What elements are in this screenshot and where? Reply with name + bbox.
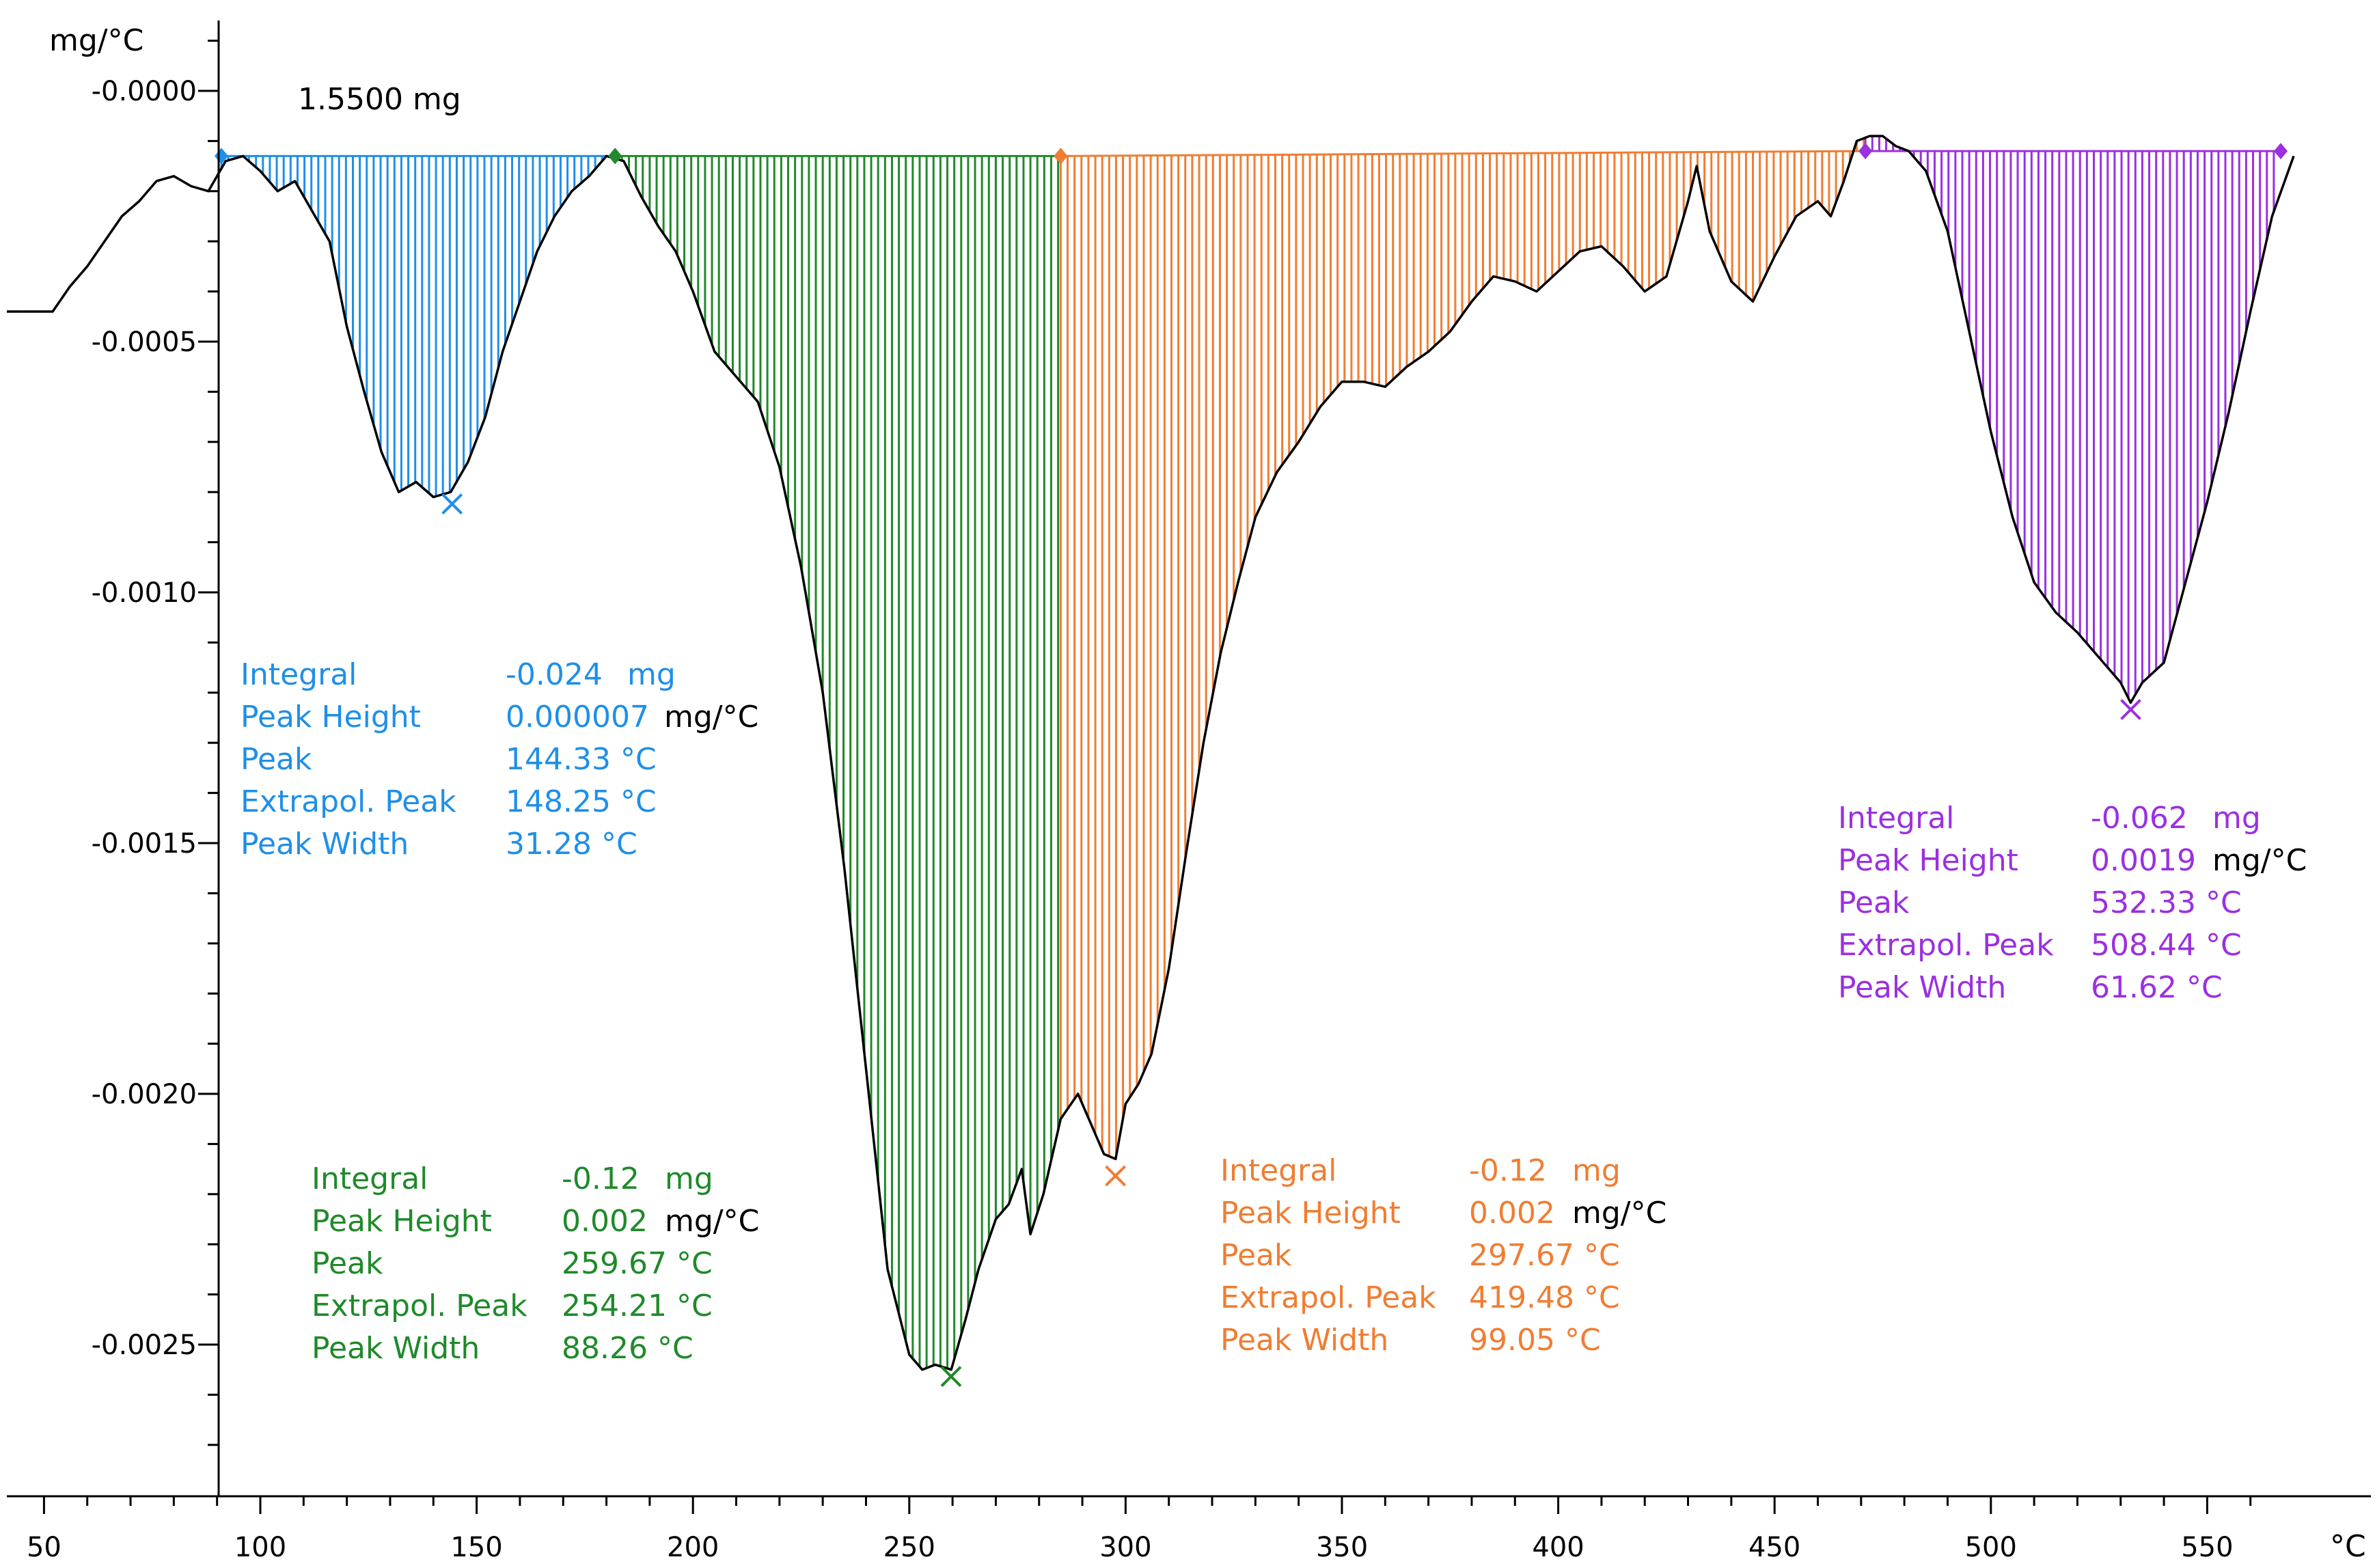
peak-annotation-2: Integral -0.12 mg Peak Height 0.002 mg/°C Peak… xyxy=(312,1161,759,1366)
peak-marker-stroke xyxy=(1105,1165,1127,1187)
integral-label: Integral xyxy=(312,1161,428,1196)
peak-value: 259.67 °C xyxy=(562,1246,713,1281)
x-tick-label: 100 xyxy=(234,1532,286,1563)
peak-height-unit: mg/°C xyxy=(2212,843,2307,878)
peak-annotations: Integral -0.024 mg Peak Height 0.000007 mg/°C… xyxy=(241,657,2307,1366)
y-tick-label: -0.0020 xyxy=(92,1079,197,1110)
integral-value: -0.12 xyxy=(562,1161,640,1196)
peak-height-unit: mg/°C xyxy=(1572,1196,1666,1230)
peak-width-value: 31.28 °C xyxy=(506,827,637,862)
integral-label: Integral xyxy=(241,657,357,692)
peak-width-value: 88.26 °C xyxy=(562,1331,694,1366)
peak-height-label: Peak Height xyxy=(312,1204,492,1239)
peak-height-value: 0.002 xyxy=(562,1204,648,1239)
peak-height-value: 0.002 xyxy=(1469,1196,1555,1230)
integral-label: Integral xyxy=(1220,1153,1336,1188)
dtg-curve-layer xyxy=(7,135,2295,1371)
integral-unit: mg xyxy=(1572,1153,1621,1188)
x-tick-label: 150 xyxy=(450,1532,502,1563)
integral-value: -0.024 xyxy=(506,657,603,692)
x-tick-label: 450 xyxy=(1748,1532,1800,1563)
peak-marker-stroke xyxy=(940,1366,962,1388)
peak-annotation-4: Integral -0.062 mg Peak Height 0.0019 mg/°C Pe… xyxy=(1838,801,2307,1005)
peak-baselines xyxy=(221,150,2281,157)
peak-marker-3 xyxy=(1105,1165,1127,1187)
y-tick-label: -0.0000 xyxy=(92,76,197,107)
baseline-point-marker xyxy=(1054,148,1068,165)
peak-fill-1 xyxy=(220,156,610,497)
y-tick-label: -0.0025 xyxy=(92,1330,197,1361)
peak-height-unit: mg/°C xyxy=(665,1204,759,1239)
y-tick-label: -0.0010 xyxy=(92,577,197,609)
x-tick-label: 300 xyxy=(1099,1532,1151,1563)
dtg-curve xyxy=(22,135,2295,1371)
peak-label: Peak xyxy=(1220,1238,1292,1273)
x-tick-label: 500 xyxy=(1965,1532,2017,1563)
x-tick-label: 350 xyxy=(1316,1532,1368,1563)
peak-area-fills xyxy=(220,136,2275,1368)
peak-width-label: Peak Width xyxy=(1220,1323,1388,1358)
integral-value: -0.12 xyxy=(1469,1153,1547,1188)
x-tick-label: 50 xyxy=(27,1532,61,1563)
peak-width-label: Peak Width xyxy=(241,827,409,862)
peak-height-label: Peak Height xyxy=(1220,1196,1401,1230)
peak-label: Peak xyxy=(241,742,312,777)
x-tick-label: 200 xyxy=(667,1532,719,1563)
peak-label: Peak xyxy=(312,1246,383,1281)
extrapol-peak-label: Extrapol. Peak xyxy=(312,1289,527,1323)
integral-unit: mg xyxy=(627,657,676,692)
integral-unit: mg xyxy=(2212,801,2261,836)
peak-width-value: 99.05 °C xyxy=(1469,1323,1601,1358)
y-axis-unit-label: mg/°C xyxy=(49,23,143,58)
baseline-point-marker xyxy=(2274,143,2288,160)
extrapol-peak-value: 148.25 °C xyxy=(506,784,657,819)
baseline-3 xyxy=(1060,150,1866,157)
peak-height-value: 0.0019 xyxy=(2091,843,2196,878)
x-tick-label: 250 xyxy=(883,1532,935,1563)
baseline-point-marker xyxy=(1858,143,1873,160)
peak-value: 144.33 °C xyxy=(506,742,657,777)
extrapol-peak-label: Extrapol. Peak xyxy=(241,784,456,819)
peak-marker-stroke xyxy=(2120,699,2141,720)
peak-annotation-3: Integral -0.12 mg Peak Height 0.002 mg/°C Peak… xyxy=(1220,1153,1666,1358)
x-axis-unit-label: °C xyxy=(2330,1529,2366,1564)
peak-marker-stroke xyxy=(441,493,463,514)
extrapol-peak-label: Extrapol. Peak xyxy=(1220,1280,1436,1315)
x-tick-label: 550 xyxy=(2181,1532,2233,1563)
peak-width-label: Peak Width xyxy=(1838,970,2006,1005)
peak-width-value: 61.62 °C xyxy=(2091,970,2223,1005)
peak-marker-2 xyxy=(940,1366,962,1388)
peak-fill-3 xyxy=(1059,138,1865,1157)
peak-height-label: Peak Height xyxy=(1838,843,2018,878)
extrapol-peak-label: Extrapol. Peak xyxy=(1838,928,2054,963)
baseline-point-marker xyxy=(608,148,622,165)
peak-height-label: Peak Height xyxy=(241,700,421,734)
extrapol-peak-value: 254.21 °C xyxy=(562,1289,713,1323)
peak-marker-4 xyxy=(2120,699,2141,720)
peak-fill-2 xyxy=(614,156,1060,1368)
x-tick-label: 400 xyxy=(1532,1532,1584,1563)
peak-width-label: Peak Width xyxy=(312,1331,480,1366)
peak-height-unit: mg/°C xyxy=(664,700,758,734)
extrapol-peak-value: 508.44 °C xyxy=(2091,928,2242,963)
axes: 50 100 150 200 250 300 350 400 450 500 550 -0.0000 -… xyxy=(7,20,2371,1563)
peak-value: 297.67 °C xyxy=(1469,1238,1620,1273)
sample-mass-label: 1.5500 mg xyxy=(298,82,461,117)
integral-label: Integral xyxy=(1838,801,1954,836)
peak-value: 532.33 °C xyxy=(2091,885,2242,920)
extrapol-peak-value: 419.48 °C xyxy=(1469,1280,1620,1315)
peak-label: Peak xyxy=(1838,885,1910,920)
y-tick-label: -0.0015 xyxy=(92,828,197,859)
y-tick-label: -0.0005 xyxy=(92,327,197,358)
peak-height-value: 0.000007 xyxy=(506,700,649,734)
peak-fill-4 xyxy=(1864,136,2275,699)
peak-marker-1 xyxy=(441,493,463,514)
integral-unit: mg xyxy=(665,1161,713,1196)
integral-value: -0.062 xyxy=(2091,801,2188,836)
peak-annotation-1: Integral -0.024 mg Peak Height 0.000007 mg/°C… xyxy=(241,657,758,862)
